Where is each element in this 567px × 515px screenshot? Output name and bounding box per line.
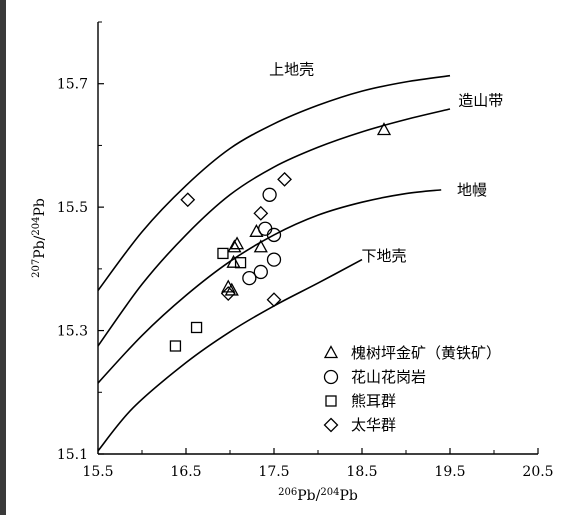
x-title-base: Pb/ xyxy=(297,488,320,504)
point-diamond xyxy=(277,171,292,187)
curve-label: 下地壳 xyxy=(361,247,406,265)
x-tick-label: 19.5 xyxy=(434,464,465,480)
y-title-sup: 207 xyxy=(31,259,42,278)
y-tick-label: 15.7 xyxy=(57,77,88,93)
legend-marker-triangle xyxy=(323,345,339,359)
point-triangle xyxy=(224,282,239,296)
x-tick-label: 15.5 xyxy=(82,464,113,480)
point-triangle xyxy=(253,239,268,253)
point-diamond xyxy=(266,292,282,308)
y-title-base: Pb xyxy=(32,198,48,216)
curve-label: 地幔 xyxy=(457,181,487,199)
legend-label: 花山花岗岩 xyxy=(351,368,426,386)
data-points xyxy=(169,122,392,352)
y-title-base: Pb/ xyxy=(32,235,48,258)
point-circle xyxy=(242,270,257,286)
curve-造山带 xyxy=(97,108,451,347)
x-title-sup: 204 xyxy=(320,487,339,498)
point-circle xyxy=(258,221,273,236)
point-circle xyxy=(262,187,277,202)
point-diamond xyxy=(180,192,196,208)
legend-marker-square xyxy=(325,395,337,407)
point-circle xyxy=(266,252,282,267)
left-border-bar xyxy=(0,0,6,515)
legend-label: 槐树坪金矿（黄铁矿） xyxy=(351,344,501,362)
curve-地幔 xyxy=(97,189,442,384)
point-square xyxy=(234,257,247,269)
x-title-sup: 206 xyxy=(278,487,297,498)
point-triangle xyxy=(229,236,245,250)
y-title-sup: 204 xyxy=(31,217,42,236)
x-tick-label: 17.5 xyxy=(258,464,289,480)
point-triangle xyxy=(249,223,264,237)
point-diamond xyxy=(220,286,236,301)
y-tick-label: 15.3 xyxy=(57,324,88,340)
legend-label: 熊耳群 xyxy=(351,392,396,410)
curve-label: 造山带 xyxy=(458,91,503,109)
curve-下地壳 xyxy=(97,258,363,452)
y-tick-label: 15.5 xyxy=(57,200,88,216)
curve-上地壳 xyxy=(97,74,451,291)
point-circle xyxy=(266,227,282,243)
point-triangle xyxy=(376,122,392,136)
point-triangle xyxy=(226,254,241,268)
point-diamond xyxy=(253,205,269,221)
legend-marker-circle xyxy=(323,369,339,385)
y-axis-title: 207Pb/204Pb xyxy=(31,198,49,278)
y-tick-label: 15.1 xyxy=(57,447,88,463)
legend-marker-diamond xyxy=(323,417,339,433)
evolution-curves xyxy=(97,74,451,452)
point-square xyxy=(190,321,203,334)
x-title-base: Pb xyxy=(339,488,357,504)
x-tick-label: 18.5 xyxy=(346,464,377,480)
x-tick-label: 16.5 xyxy=(170,464,201,480)
point-circle xyxy=(253,264,268,280)
point-square xyxy=(169,340,182,352)
point-triangle xyxy=(227,239,242,253)
point-triangle xyxy=(221,279,236,293)
legend-label: 太华群 xyxy=(351,416,396,434)
curve-label: 上地壳 xyxy=(269,60,314,78)
x-axis-title: 206Pb/204Pb xyxy=(278,487,358,505)
x-tick-label: 20.5 xyxy=(522,464,553,480)
point-square xyxy=(217,247,229,260)
